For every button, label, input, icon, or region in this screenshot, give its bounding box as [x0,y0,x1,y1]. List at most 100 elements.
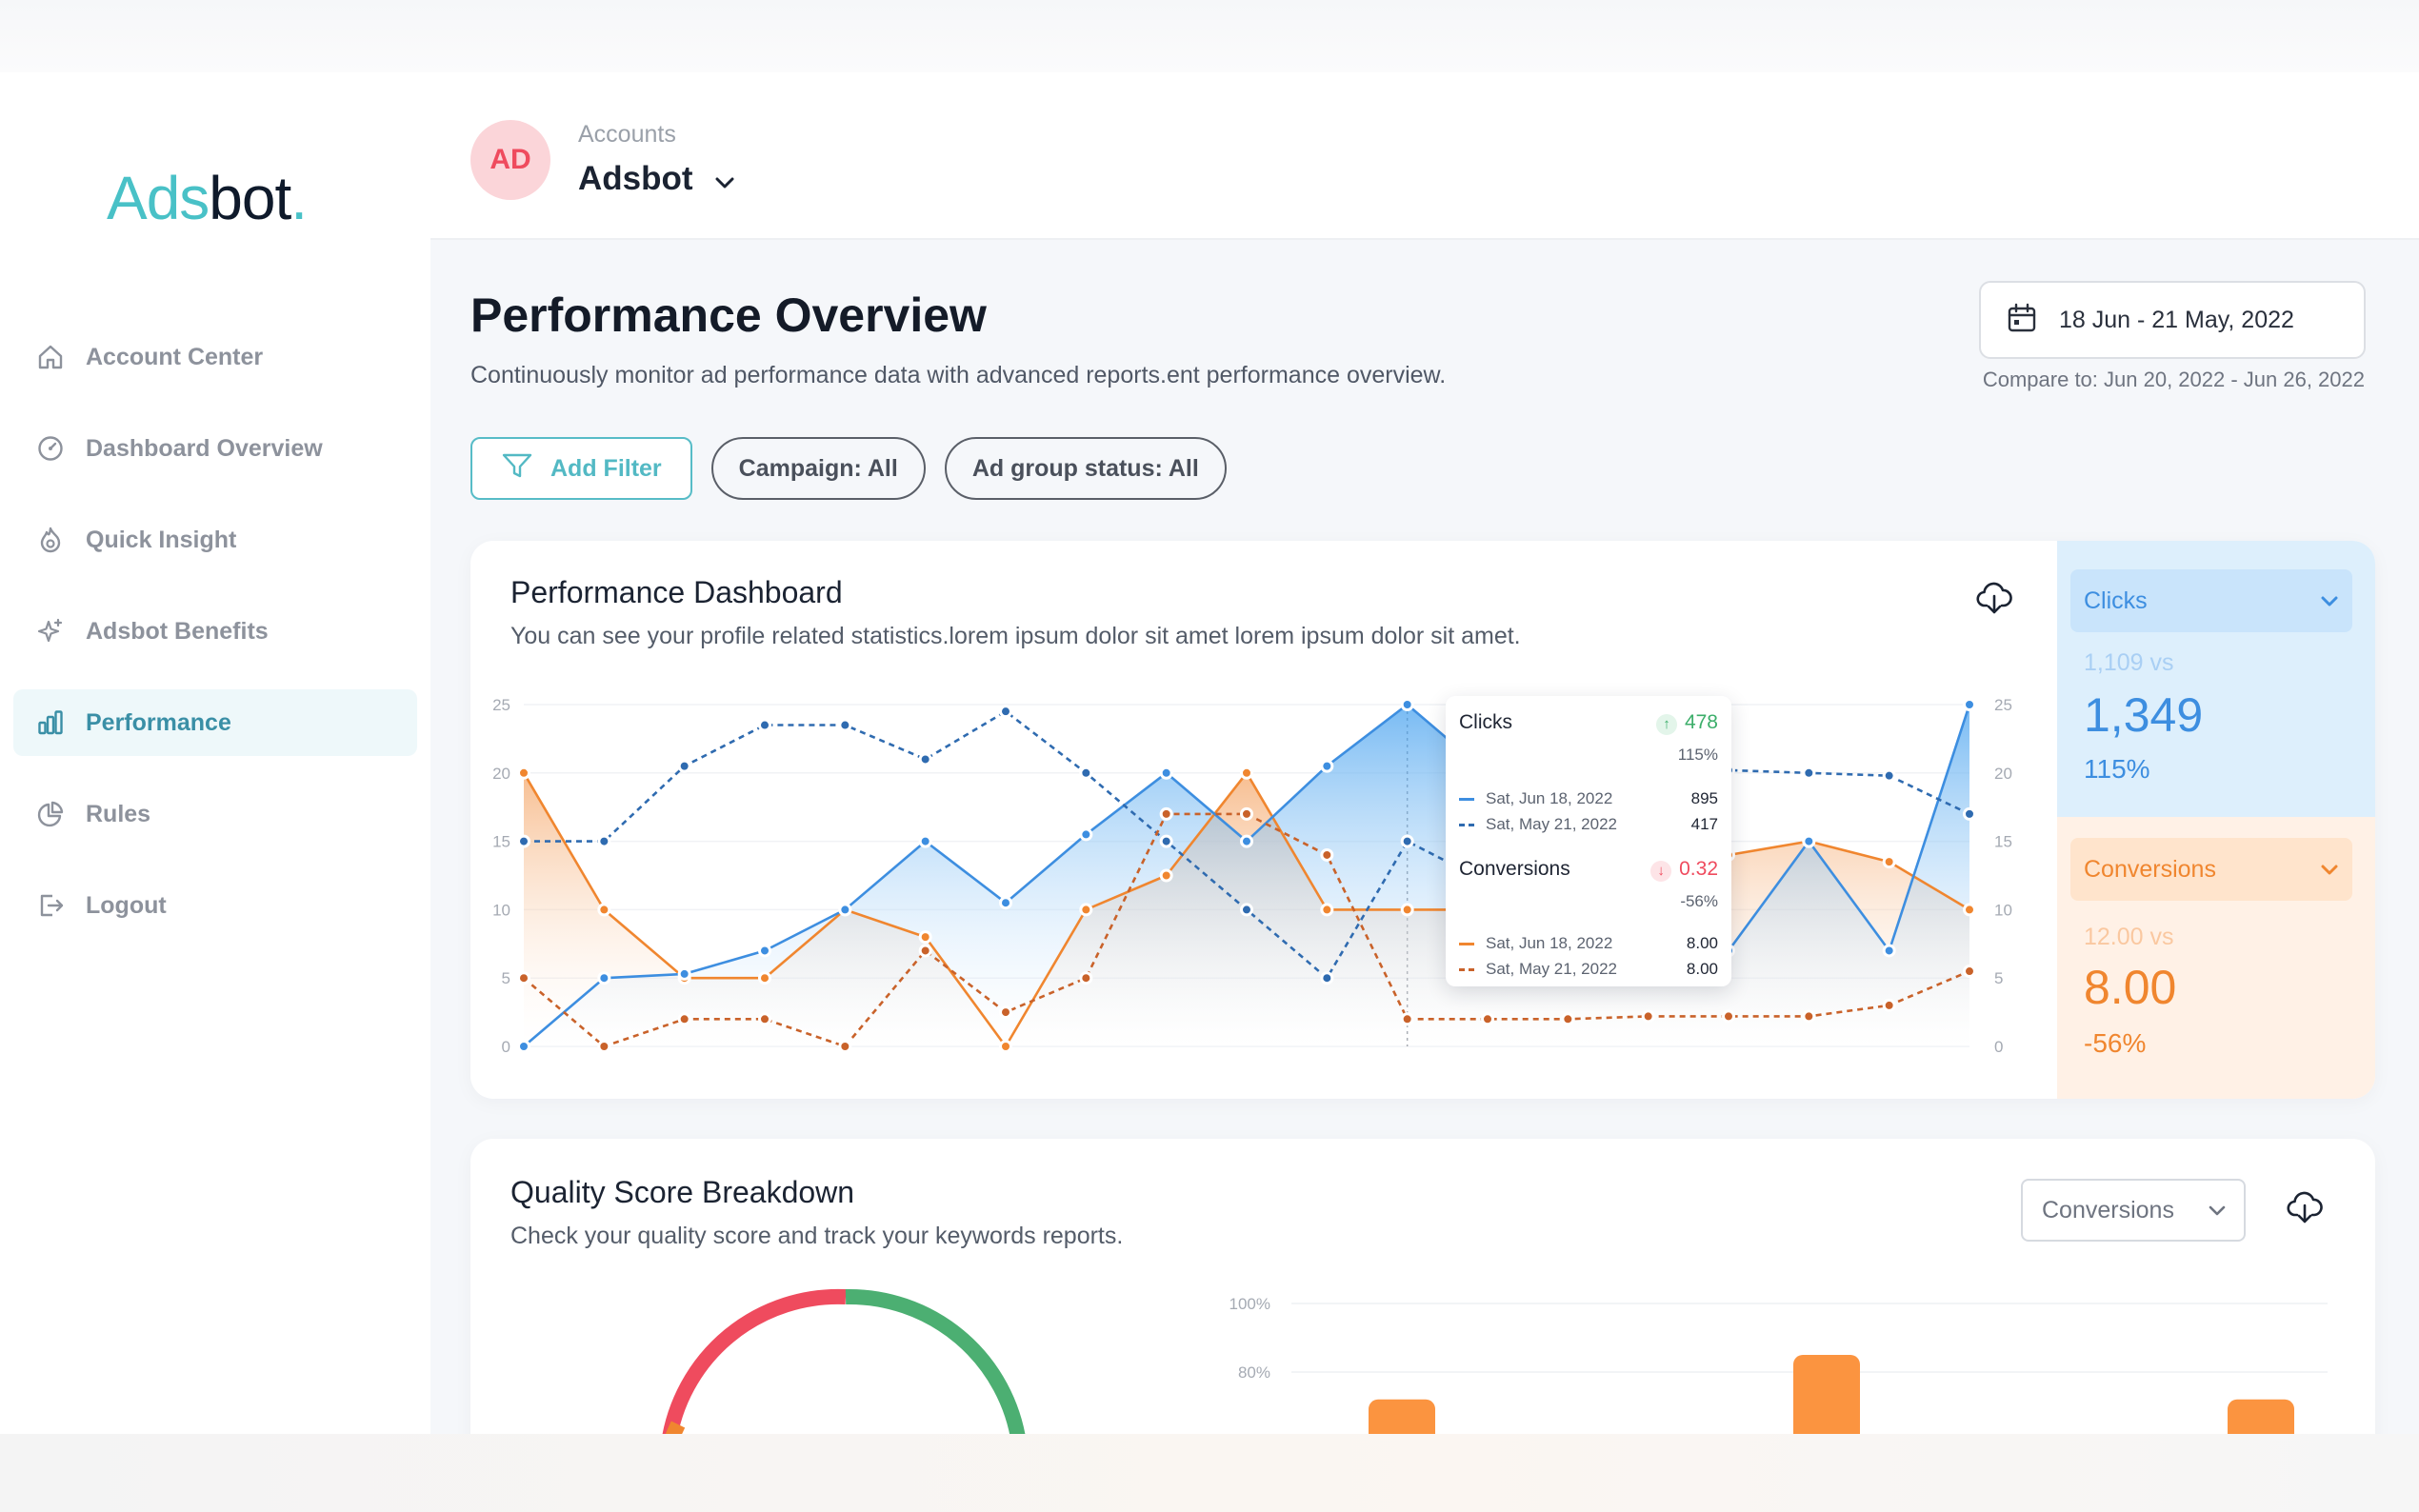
series-point-3-11 [1400,1012,1414,1026]
series-point-1-1 [597,834,611,848]
y-tick-label-left: 15 [492,833,510,851]
series-point-3-10 [1320,847,1334,862]
sidebar-item-quick-insight[interactable]: Quick Insight [13,507,417,573]
chart-tooltip: Clicks ↑ 478 115% Sat, Jun 18, 2022 895 S… [1446,696,1731,986]
tooltip-clicks-label: Clicks [1459,711,1512,733]
conversions-change-pct: -56% [2084,1028,2147,1058]
clicks-change-pct: 115% [2084,754,2150,784]
series-point-1-5 [918,752,932,766]
add-filter-button[interactable]: Add Filter [470,437,692,500]
calendar-icon [2006,302,2038,339]
y-tick-label-right: 15 [1994,833,2012,851]
conversions-metric-select[interactable]: Conversions [2070,838,2352,901]
sidebar-item-dashboard-overview[interactable]: Dashboard Overview [13,415,417,482]
series-point-0-18 [1963,698,1976,711]
series-point-0-6 [999,896,1012,910]
chevron-down-icon [2208,1197,2227,1224]
download-cloud-icon[interactable] [1975,579,2013,622]
compare-range: Compare to: Jun 20, 2022 - Jun 26, 2022 [1982,368,2365,391]
sidebar-item-logout[interactable]: Logout [13,872,417,939]
series-point-2-11 [1400,903,1414,917]
series-point-1-7 [1079,766,1093,780]
clicks-metric-panel: Clicks 1,109 vs 1,349 115% [2057,541,2375,817]
series-point-3-2 [677,1012,691,1026]
performance-dashboard-card: 0 0 5 5 10 10 15 15 20 20 25 25 Performance Dashboa… [470,541,2375,1099]
adgroup-status-filter-pill[interactable]: Ad group status: All [944,437,1227,500]
date-range-text: 18 Jun - 21 May, 2022 [2059,306,2294,333]
series-point-3-1 [597,1040,611,1053]
series-point-0-16 [1802,834,1816,848]
series-point-2-10 [1320,903,1334,917]
sidebar-item-label: Quick Insight [86,526,237,553]
series-point-1-2 [677,759,691,773]
account-switcher[interactable]: Adsbot [578,160,735,198]
clicks-metric-select[interactable]: Clicks [2070,569,2352,632]
series-point-0-2 [677,966,691,981]
series-point-2-18 [1963,903,1976,917]
series-point-1-8 [1159,834,1173,848]
chevron-down-icon [2320,587,2339,615]
account-name: Adsbot [578,160,693,197]
series-point-3-16 [1802,1009,1816,1024]
performance-card-subtitle: You can see your profile related statist… [510,623,1521,649]
y-tick-label-left: 5 [502,969,510,987]
gauge-icon [34,432,67,465]
date-range-picker[interactable]: 18 Jun - 21 May, 2022 [1979,281,2366,359]
performance-card-title: Performance Dashboard [510,575,843,609]
sidebar-nav: Account Center Dashboard Overview Quick … [13,324,417,964]
series-point-1-0 [517,834,530,848]
series-point-0-4 [838,903,852,917]
series-point-3-14 [1641,1009,1655,1024]
top-fade [0,0,2419,72]
arrow-down-icon: ↓ [1650,861,1672,882]
sidebar-item-account-center[interactable]: Account Center [13,324,417,390]
pie-chart-icon [34,798,67,830]
tooltip-clicks-delta-value: 478 [1684,711,1718,733]
tooltip-legend-solid-blue: Sat, Jun 18, 2022 [1459,789,1612,808]
tooltip-clicks-row2-date: Sat, May 21, 2022 [1486,815,1617,833]
sidebar-item-adsbot-benefits[interactable]: Adsbot Benefits [13,598,417,665]
series-point-2-6 [999,1040,1012,1053]
top-header [430,72,2419,240]
tooltip-legend-solid-orange: Sat, Jun 18, 2022 [1459,934,1612,953]
series-point-0-8 [1159,766,1173,780]
series-point-0-9 [1240,834,1253,848]
series-point-3-12 [1481,1012,1494,1026]
tooltip-clicks-row1-date: Sat, Jun 18, 2022 [1486,789,1613,807]
sidebar-item-rules[interactable]: Rules [13,781,417,847]
series-point-1-3 [758,718,771,732]
logo[interactable]: Adsbot. [107,168,308,229]
page-title: Performance Overview [470,288,987,342]
series-point-0-7 [1079,827,1093,842]
conversions-current-value: 8.00 [2084,961,2177,1014]
series-point-2-0 [517,766,530,780]
tooltip-legend-dashed-orange: Sat, May 21, 2022 [1459,960,1617,979]
quality-card-title: Quality Score Breakdown [510,1175,855,1209]
filter-icon [501,451,533,487]
avatar[interactable]: AD [470,120,550,200]
series-point-1-6 [999,705,1012,719]
series-point-2-3 [758,971,771,985]
series-point-2-17 [1882,855,1896,869]
clicks-select-label: Clicks [2084,587,2148,614]
download-cloud-icon[interactable] [2286,1188,2324,1231]
campaign-filter-pill[interactable]: Campaign: All [710,437,926,500]
conversions-metric-panel: Conversions 12.00 vs 8.00 -56% [2057,817,2375,1099]
flame-icon [34,524,67,556]
quality-metric-select[interactable]: Conversions [2021,1179,2246,1242]
tooltip-clicks-delta: ↑ 478 [1655,711,1718,735]
clicks-current-value: 1,349 [2084,688,2204,742]
series-point-1-17 [1882,768,1896,783]
series-point-3-3 [758,1012,771,1026]
sidebar-item-performance[interactable]: Performance [13,689,417,756]
series-point-1-10 [1320,971,1334,985]
tooltip-conv-row1-value: 8.00 [1686,934,1718,952]
tooltip-conv-row2-value: 8.00 [1686,960,1718,978]
series-point-2-7 [1079,903,1093,917]
y-tick-label-right: 5 [1994,969,2003,987]
tooltip-conv-delta: ↓ 0.32 [1650,858,1718,882]
series-point-3-7 [1079,971,1093,985]
sidebar-item-label: Rules [86,800,151,827]
series-point-0-17 [1882,944,1896,958]
series-point-0-11 [1400,698,1414,711]
